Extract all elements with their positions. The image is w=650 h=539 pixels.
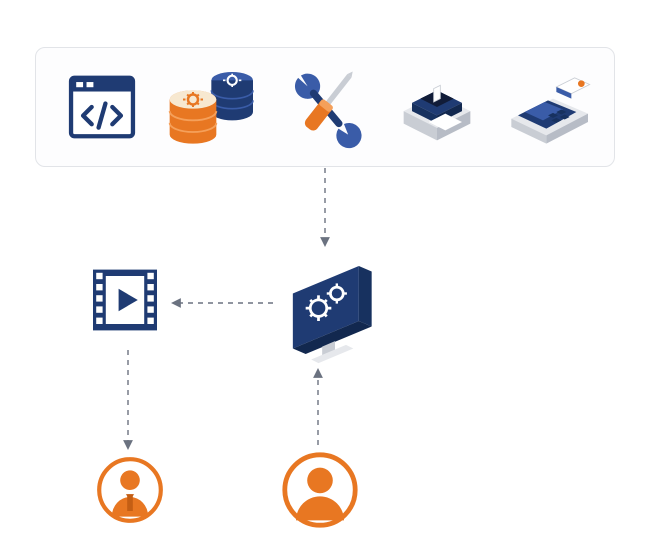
tools-icon [269, 62, 381, 152]
diagram-canvas: { "type": "flowchart", "background_color… [0, 0, 650, 539]
pos-terminal-icon [492, 64, 604, 150]
code-window-icon [46, 64, 158, 150]
printer-icon [381, 64, 493, 150]
video-film-icon [85, 260, 165, 340]
user-admin-icon [280, 450, 360, 530]
database-stack-icon [158, 64, 270, 150]
user-viewer-icon [95, 455, 165, 525]
components-shelf [35, 47, 615, 167]
monitor-gears-icon [280, 255, 390, 365]
